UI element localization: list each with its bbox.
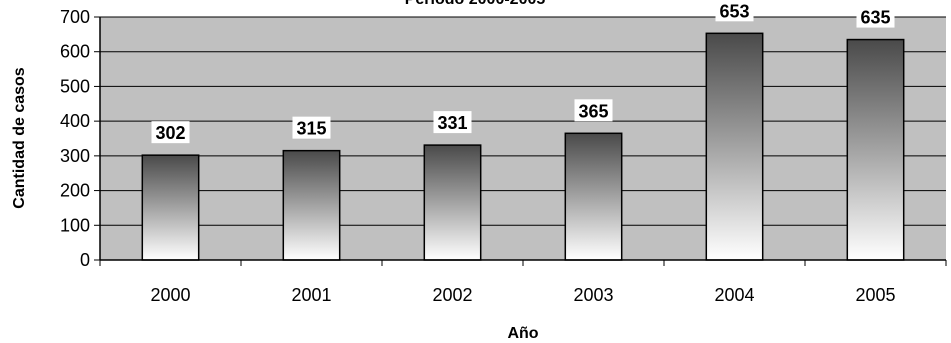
gridlines bbox=[100, 16, 946, 226]
data-label-box bbox=[715, 0, 754, 22]
data-label: 302 bbox=[155, 123, 185, 143]
data-label-box bbox=[151, 121, 190, 144]
x-tick-label: 2003 bbox=[573, 285, 613, 305]
bar-2005 bbox=[846, 38, 905, 261]
data-label: 315 bbox=[296, 119, 326, 139]
y-tick-label: 400 bbox=[60, 111, 90, 131]
data-labels: 302 315 331 365 653 635 bbox=[151, 0, 895, 144]
data-label-box bbox=[574, 99, 613, 122]
data-label-box bbox=[292, 116, 331, 139]
data-label: 331 bbox=[437, 113, 467, 133]
y-tick-label: 100 bbox=[60, 215, 90, 235]
bar-2001 bbox=[282, 149, 341, 261]
data-label-box bbox=[433, 111, 472, 134]
bar-2000 bbox=[141, 154, 200, 261]
plot-area bbox=[100, 17, 946, 260]
x-tick-label: 2005 bbox=[855, 285, 895, 305]
x-tick-label: 2002 bbox=[432, 285, 472, 305]
x-tick-label: 2001 bbox=[291, 285, 331, 305]
y-tick-label: 700 bbox=[60, 7, 90, 27]
data-label: 365 bbox=[578, 101, 608, 121]
bars bbox=[141, 32, 905, 261]
data-label: 635 bbox=[860, 8, 890, 28]
data-label-box bbox=[856, 5, 895, 28]
bar-2004 bbox=[705, 32, 764, 261]
axes: 0 100 200 300 400 500 600 700 2000 2001 2002 2003 20… bbox=[60, 7, 947, 305]
chart-title: Periodo 2000-2005 bbox=[405, 0, 546, 8]
y-tick-label: 300 bbox=[60, 146, 90, 166]
x-tick-label: 2000 bbox=[150, 285, 190, 305]
bar-2002 bbox=[423, 144, 482, 261]
y-axis-title: Cantidad de casos bbox=[11, 67, 28, 208]
data-label: 653 bbox=[719, 1, 749, 21]
y-tick-label: 500 bbox=[60, 76, 90, 96]
x-tick-label: 2004 bbox=[714, 285, 754, 305]
x-axis-title: Año bbox=[507, 325, 538, 342]
y-tick-label: 600 bbox=[60, 42, 90, 62]
bar-2003 bbox=[564, 132, 623, 261]
y-tick-label: 0 bbox=[80, 250, 90, 270]
y-tick-label: 200 bbox=[60, 181, 90, 201]
